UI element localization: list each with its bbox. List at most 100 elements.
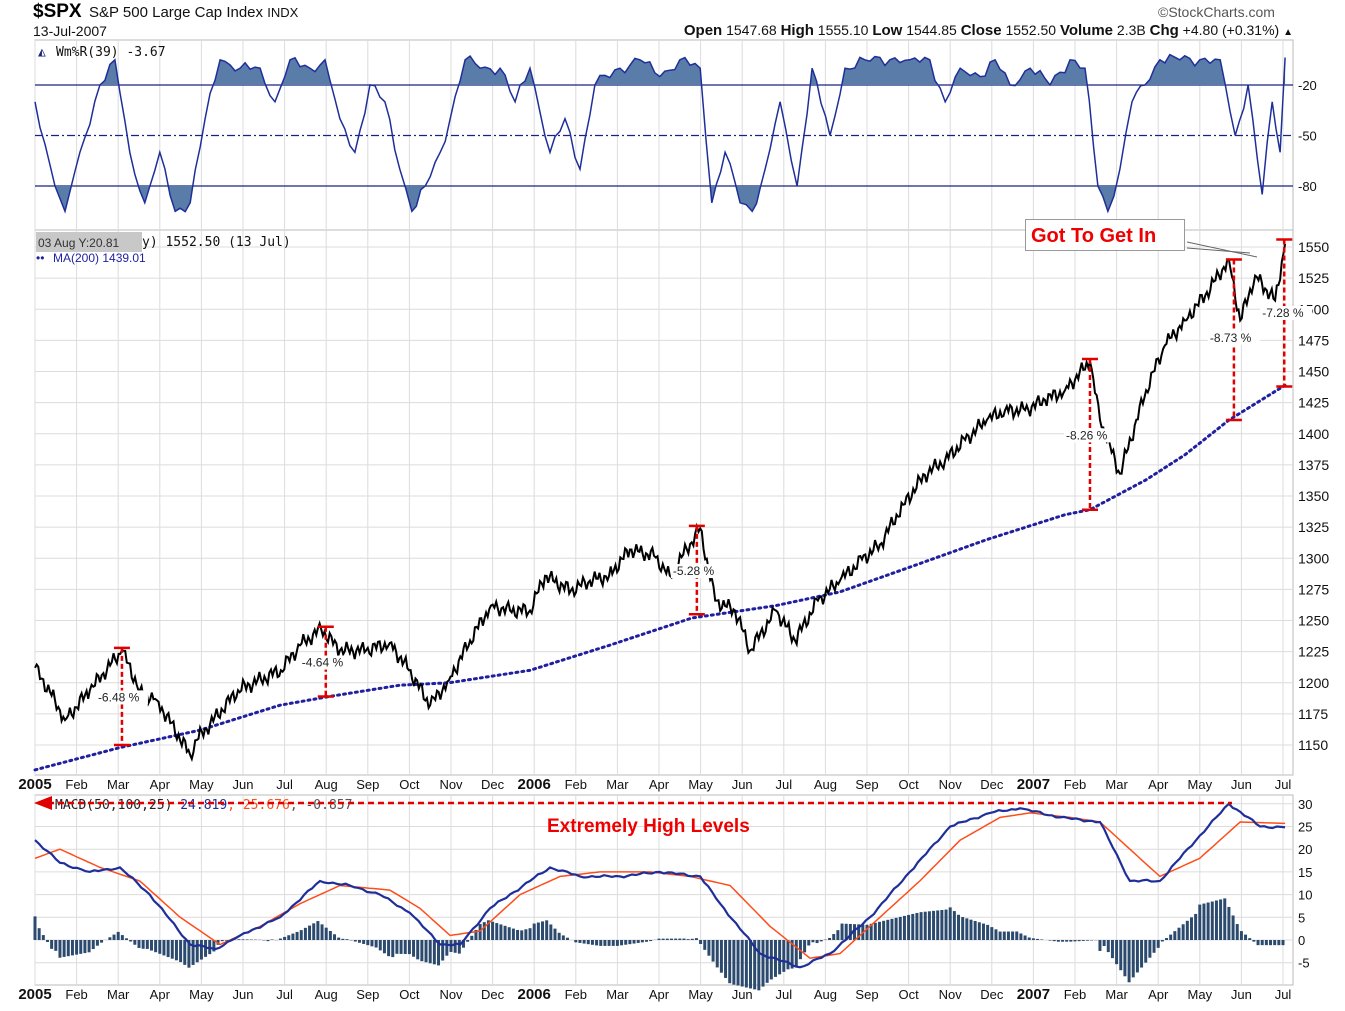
- crosshair-tooltip: 03 Aug Y:20.81: [38, 236, 120, 250]
- macd-legend-part: 24.819: [180, 798, 227, 813]
- x-axis-label: Jul: [775, 777, 792, 792]
- price-y-tick-label: 1175: [1298, 706, 1328, 722]
- quote-value-low: 1544.85: [902, 22, 961, 38]
- price-line: [34, 243, 1287, 763]
- x-axis-label: May: [1188, 987, 1213, 1002]
- x-axis-label: May: [1188, 777, 1213, 792]
- drawdown-label-bg: [670, 564, 723, 579]
- quote-value-volume: 2.3B: [1113, 22, 1150, 38]
- crosshair-tooltip-bg: [36, 232, 142, 252]
- macd-y-tick-label: 10: [1298, 888, 1312, 903]
- price-y-tick-label: 1475: [1298, 332, 1329, 348]
- drawdown-label: -4.64 %: [302, 656, 344, 670]
- macd-y-tick-label: 15: [1298, 865, 1312, 880]
- drawdown-label: -8.73 %: [1210, 331, 1252, 345]
- x-axis-label: Jul: [775, 987, 792, 1002]
- x-axis-label: Dec: [481, 987, 505, 1002]
- quote-label-open: Open: [683, 22, 723, 39]
- x-axis-label: Jul: [276, 987, 293, 1002]
- x-axis-label: Aug: [814, 777, 837, 792]
- quote-value-high: 1555.10: [813, 22, 873, 38]
- drawdown-label-bg: [1260, 306, 1313, 320]
- price-y-tick-label: 1275: [1298, 581, 1329, 597]
- macd-legend: MACD(50,100,25) 24.819, 25.676, -0.857: [55, 798, 352, 813]
- williams-legend: Wm%R(39) -3.67: [56, 45, 166, 60]
- quote-value-close: 1552.50: [1001, 22, 1060, 38]
- macd-y-tick-label: 5: [1298, 910, 1305, 925]
- callout-pointer: [1186, 241, 1258, 258]
- x-axis-label: Sep: [855, 777, 878, 792]
- price-y-tick-label: 1400: [1298, 426, 1329, 442]
- ma200-legend-icon: ••: [36, 251, 44, 265]
- x-axis-label: Oct: [399, 777, 420, 792]
- x-axis-label: Nov: [439, 987, 463, 1002]
- x-axis-label: Oct: [898, 987, 919, 1002]
- x-axis-label: Apr: [150, 777, 171, 792]
- x-axis-label: Dec: [980, 777, 1004, 792]
- stockcharts-logo[interactable]: ©StockCharts.com: [1158, 4, 1275, 20]
- x-axis-label: Apr: [649, 777, 670, 792]
- price-y-tick-label: 1150: [1298, 737, 1328, 753]
- x-axis-label: Feb: [1064, 777, 1086, 792]
- price-y-tick-label: 1200: [1298, 675, 1329, 691]
- x-axis-label: Feb: [565, 987, 587, 1002]
- extremely-high-levels-annotation: Extremely High Levels: [547, 816, 750, 837]
- x-axis-label: Jul: [1275, 777, 1292, 792]
- macd-y-tick-label: 0: [1298, 933, 1305, 948]
- x-axis-label: Mar: [107, 777, 130, 792]
- macd-legend-part: , -0.857: [290, 798, 353, 813]
- x-axis-label: Apr: [1148, 777, 1169, 792]
- drawdown-label-bg: [1063, 428, 1116, 443]
- williams-r-line: [34, 53, 1286, 214]
- price-legend: y) 1552.50 (13 Jul): [142, 235, 291, 250]
- got-to-get-in-callout: Got To Get In: [1025, 219, 1185, 251]
- price-y-tick-label: 1250: [1298, 613, 1329, 629]
- x-axis-label: 2006: [518, 986, 551, 1003]
- x-axis-label: Apr: [1148, 987, 1169, 1002]
- macd-y-tick-label: -5: [1298, 956, 1310, 971]
- x-axis-label: Nov: [439, 777, 463, 792]
- x-axis-label: Apr: [649, 987, 670, 1002]
- x-axis-label: Dec: [980, 987, 1004, 1002]
- drawdown-label: -8.26 %: [1066, 428, 1108, 442]
- quote-label-close: Close: [960, 22, 1002, 39]
- drawdown-label: -7.28 %: [1262, 306, 1304, 320]
- x-axis-label: Sep: [356, 987, 379, 1002]
- x-axis-label: Sep: [356, 777, 379, 792]
- x-axis-label: Feb: [1064, 987, 1086, 1002]
- x-axis-label: 2005: [18, 986, 51, 1003]
- price-y-tick-label: 1450: [1298, 364, 1329, 380]
- x-axis-label: May: [189, 777, 214, 792]
- exchange: INDX: [267, 5, 299, 20]
- ma200-line: [33, 383, 1287, 772]
- quote-date: 13-Jul-2007: [33, 23, 107, 39]
- quote-label-volume: Volume: [1059, 22, 1114, 39]
- x-axis-label: Jul: [276, 777, 293, 792]
- x-axis-label: Aug: [315, 987, 338, 1002]
- x-axis-label: Feb: [565, 777, 587, 792]
- drawdown-label-bg: [1207, 331, 1260, 345]
- x-axis-label: Mar: [107, 987, 130, 1002]
- williams-overbought-fill: [35, 54, 1286, 85]
- x-axis-label: Mar: [1105, 987, 1128, 1002]
- x-axis-label: May: [688, 987, 713, 1002]
- price-y-tick-label: 1350: [1298, 488, 1329, 504]
- macd-line: [34, 802, 1286, 969]
- x-axis-label: May: [189, 987, 214, 1002]
- change-up-arrow-icon: ▲: [1283, 27, 1293, 38]
- price-y-tick-label: 1225: [1298, 644, 1329, 660]
- macd-y-tick-label: 25: [1298, 820, 1312, 835]
- arrow-left-icon: [34, 796, 52, 810]
- drawdown-label: -6.48 %: [98, 690, 140, 704]
- x-axis-label: Aug: [814, 987, 837, 1002]
- price-y-tick-label: 1525: [1298, 270, 1329, 286]
- x-axis-label: 2007: [1017, 986, 1050, 1003]
- callout-pointer: [1186, 247, 1251, 254]
- macd-legend-part: , 25.676: [227, 798, 290, 813]
- x-axis-label: Dec: [481, 777, 505, 792]
- x-axis-label: 2005: [18, 776, 51, 793]
- x-axis-label: Sep: [855, 987, 878, 1002]
- price-y-tick-label: 1425: [1298, 395, 1329, 411]
- price-y-tick-label: 1325: [1298, 519, 1329, 535]
